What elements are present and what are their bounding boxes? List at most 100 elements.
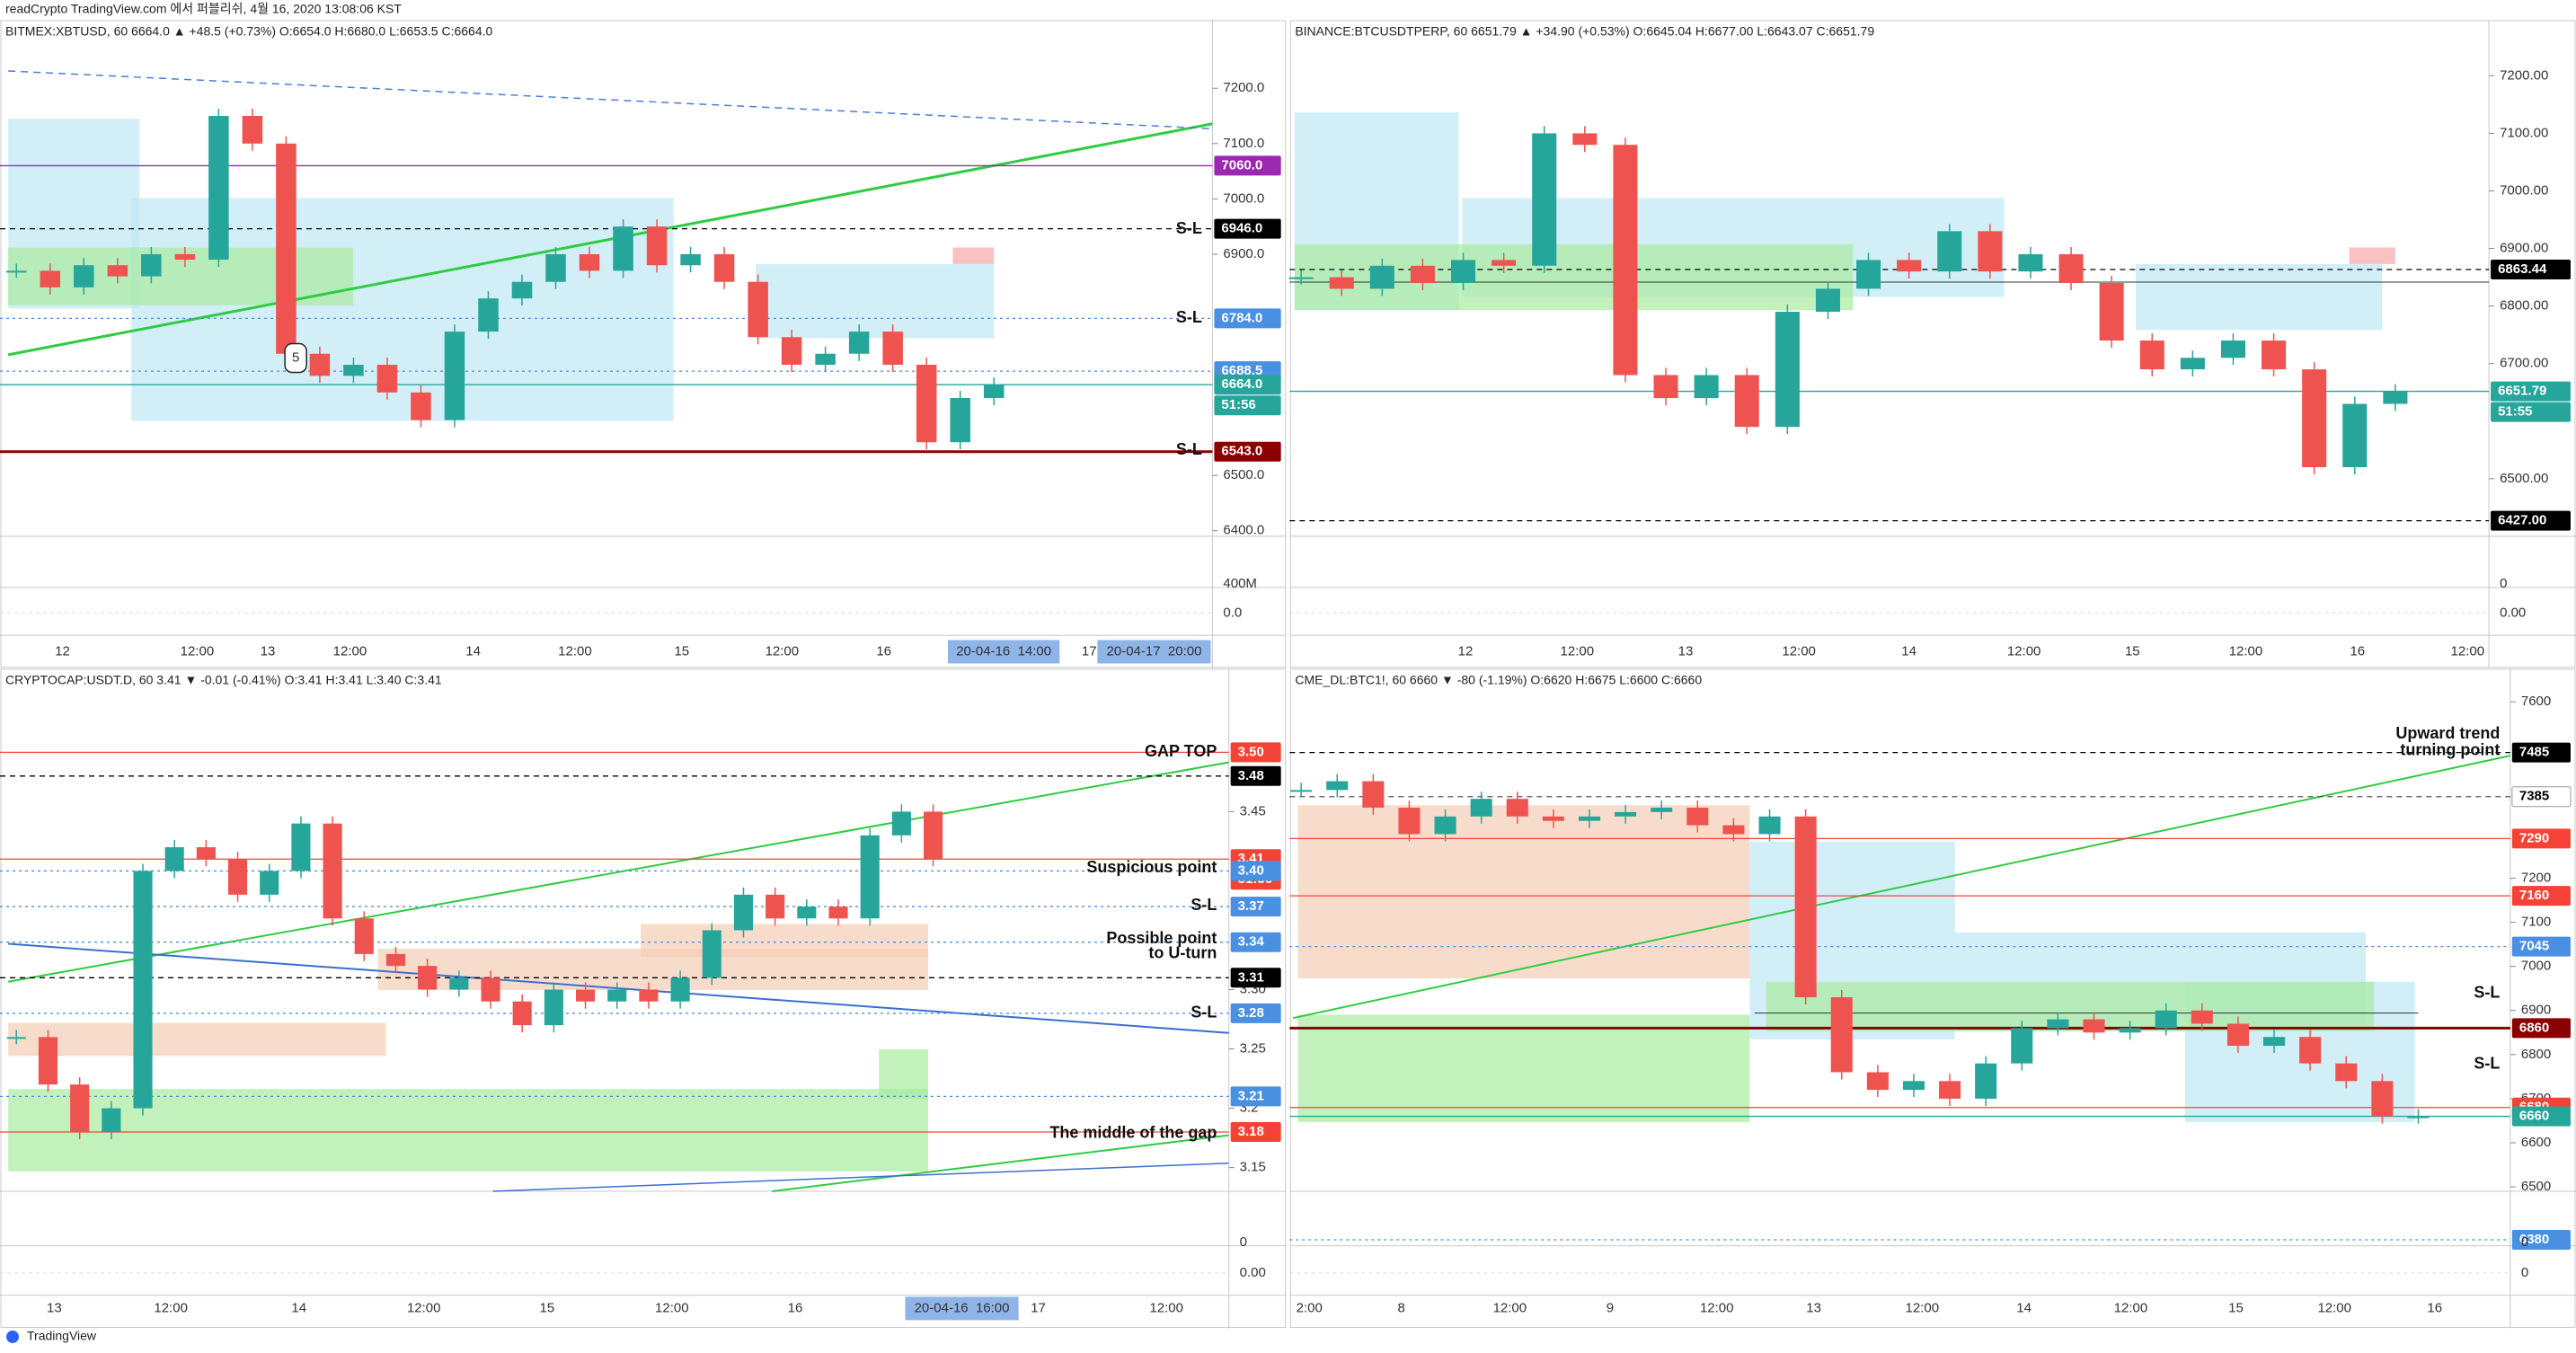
candle	[860, 835, 880, 919]
time-label: 13	[1806, 1300, 1821, 1315]
candle	[2018, 253, 2043, 272]
price-badge-label: 3.21	[1238, 1088, 1264, 1103]
time-label: 15	[540, 1300, 555, 1315]
candle	[2342, 403, 2368, 468]
time-label: 17	[1031, 1300, 1046, 1315]
candle	[242, 116, 263, 144]
price-badge-label: 3.28	[1238, 1005, 1264, 1021]
price-badge-label: 3.34	[1238, 934, 1265, 950]
time-badge	[948, 640, 1060, 664]
time-label: 12	[1458, 643, 1474, 659]
time-label: 12:00	[1782, 643, 1816, 659]
trend-line	[8, 942, 1229, 1034]
price-badge	[1230, 1086, 1281, 1107]
candle	[1830, 997, 1853, 1073]
price-badge-label: 7485	[2519, 745, 2549, 760]
ichimoku-cloud	[879, 1049, 929, 1100]
price-badge	[1214, 441, 1281, 462]
annotation: Possible point	[1106, 929, 1217, 947]
candle	[38, 1037, 58, 1085]
y-tick-label: 7600	[2521, 694, 2551, 709]
y-tick-label: 6900.00	[2500, 241, 2548, 256]
volume-axis-label: 400M	[1223, 576, 1257, 591]
candle	[1653, 375, 1678, 399]
candle	[544, 989, 563, 1026]
candle	[1329, 277, 1354, 289]
price-badge	[2511, 936, 2571, 957]
candle	[478, 298, 499, 332]
y-tick-label: 6700.00	[2500, 356, 2548, 371]
candle	[983, 385, 1005, 398]
time-label: 14	[291, 1300, 306, 1315]
candle	[1866, 1072, 1889, 1091]
candle	[133, 871, 153, 1109]
ichimoku-cloud	[1766, 981, 2375, 1031]
y-tick-label: 3.15	[1240, 1160, 1266, 1175]
price-badge	[2511, 1230, 2571, 1251]
price-badge	[2511, 1106, 2571, 1127]
y-tick-label: 7000	[2521, 959, 2551, 974]
y-tick-label: 7100.00	[2500, 125, 2548, 140]
y-tick-label: 7100	[2521, 915, 2551, 930]
footer-brand: TradingView	[27, 1329, 97, 1343]
candle	[2047, 1019, 2069, 1029]
time-label: 12:00	[2007, 643, 2041, 659]
time-label: 14	[1901, 643, 1917, 659]
y-tick-label: 6500.00	[2500, 471, 2548, 486]
candle	[1856, 260, 1881, 289]
price-badge	[1230, 968, 1281, 988]
price-badge	[2491, 259, 2571, 279]
annotation: S-L	[1176, 440, 1202, 458]
panel-frame	[1289, 668, 2576, 1328]
candle	[748, 281, 768, 338]
candle	[418, 966, 438, 990]
macd-axis-label: 0.00	[1240, 1265, 1266, 1280]
candle	[309, 353, 331, 376]
y-tick-label: 7000.00	[2500, 182, 2548, 198]
candle	[2263, 1037, 2286, 1047]
time-label: 12:00	[2451, 643, 2485, 659]
candle	[174, 253, 196, 261]
candle	[1615, 811, 1637, 817]
candle	[797, 906, 817, 919]
candle	[2058, 253, 2084, 283]
time-label: 15	[2125, 643, 2140, 659]
time-label: 16	[876, 643, 891, 659]
price-badge-label: 3.31	[1238, 969, 1264, 985]
y-tick-label: 6900	[2521, 1003, 2551, 1018]
candle	[74, 265, 94, 287]
time-label: 12:00	[407, 1300, 441, 1315]
candle	[376, 365, 398, 393]
candle	[449, 977, 469, 990]
candle	[1734, 375, 1759, 428]
candle	[1572, 133, 1598, 146]
candle	[1613, 145, 1638, 376]
y-tick-label: 7100.0	[1223, 136, 1264, 151]
ichimoku-cloud	[1297, 805, 1750, 979]
candle	[646, 226, 668, 266]
candle	[1897, 260, 1922, 272]
candle	[2191, 1010, 2213, 1024]
price-badge-label: 3.37	[1238, 898, 1264, 914]
time-label: 13	[1678, 643, 1694, 659]
candle	[1758, 816, 1781, 835]
y-tick-label: 6600	[2521, 1135, 2551, 1150]
candle	[1542, 816, 1564, 821]
trend-line	[7, 122, 1213, 357]
time-label: 12:00	[2114, 1300, 2148, 1315]
candle	[228, 859, 248, 895]
candle	[680, 253, 701, 266]
candle	[2371, 1081, 2394, 1117]
price-badge	[1214, 308, 1281, 329]
candle	[385, 953, 406, 967]
y-tick-label: 3.45	[1240, 803, 1266, 818]
time-label: 14	[465, 643, 481, 659]
callout	[284, 342, 307, 374]
candle	[2083, 1019, 2105, 1033]
candle	[107, 265, 128, 277]
candle	[1775, 312, 1800, 428]
price-badge	[2511, 886, 2571, 906]
brand-icon	[6, 1331, 19, 1343]
candle	[354, 918, 374, 954]
candle	[1532, 133, 1557, 266]
